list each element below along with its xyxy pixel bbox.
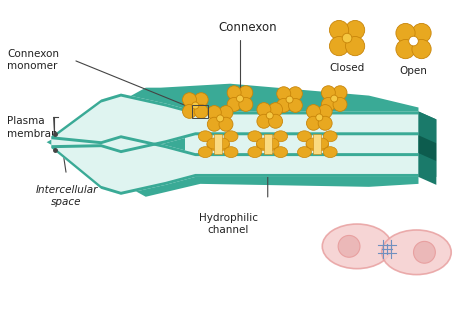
Ellipse shape — [323, 147, 337, 157]
Ellipse shape — [306, 139, 320, 150]
Ellipse shape — [298, 147, 311, 157]
Circle shape — [338, 236, 360, 257]
Circle shape — [346, 20, 365, 40]
Circle shape — [413, 242, 435, 263]
Polygon shape — [52, 93, 419, 153]
Ellipse shape — [315, 138, 328, 149]
Ellipse shape — [256, 139, 270, 150]
Circle shape — [316, 114, 323, 121]
Circle shape — [194, 105, 208, 118]
Circle shape — [307, 105, 320, 119]
Ellipse shape — [273, 147, 288, 157]
Bar — [214, 134, 222, 154]
Text: 2-4 nm space: 2-4 nm space — [317, 167, 401, 177]
Ellipse shape — [248, 147, 262, 157]
Text: Connexon: Connexon — [219, 21, 277, 99]
Ellipse shape — [323, 131, 337, 142]
Ellipse shape — [256, 138, 270, 149]
Text: Hydrophilic
channel: Hydrophilic channel — [199, 213, 257, 235]
Ellipse shape — [198, 147, 212, 157]
Circle shape — [288, 98, 302, 112]
Ellipse shape — [224, 147, 238, 157]
Ellipse shape — [298, 131, 311, 142]
Circle shape — [207, 117, 221, 131]
Ellipse shape — [322, 224, 392, 269]
Ellipse shape — [207, 138, 221, 149]
Polygon shape — [185, 133, 419, 155]
Bar — [313, 134, 321, 154]
Circle shape — [192, 102, 199, 109]
Circle shape — [333, 86, 347, 100]
Polygon shape — [419, 112, 437, 177]
Ellipse shape — [216, 138, 229, 149]
Polygon shape — [52, 135, 419, 195]
Ellipse shape — [273, 131, 288, 142]
Ellipse shape — [315, 139, 328, 150]
Circle shape — [318, 116, 332, 130]
Polygon shape — [52, 145, 419, 195]
Circle shape — [346, 37, 365, 56]
Ellipse shape — [216, 139, 229, 150]
Text: Intercellular
space: Intercellular space — [35, 185, 98, 207]
Polygon shape — [419, 135, 437, 161]
Circle shape — [318, 105, 332, 119]
Circle shape — [219, 117, 233, 131]
Circle shape — [286, 96, 293, 103]
Circle shape — [237, 95, 244, 102]
Circle shape — [288, 87, 302, 101]
Circle shape — [329, 37, 349, 56]
Bar — [264, 134, 272, 154]
Polygon shape — [419, 112, 437, 143]
Ellipse shape — [382, 230, 451, 275]
Circle shape — [257, 114, 271, 128]
Circle shape — [182, 105, 197, 118]
Polygon shape — [52, 132, 419, 153]
Circle shape — [411, 39, 416, 43]
Circle shape — [321, 86, 335, 100]
Text: Closed: Closed — [329, 63, 365, 73]
Circle shape — [227, 97, 241, 112]
Circle shape — [266, 112, 273, 119]
Ellipse shape — [265, 139, 279, 150]
Circle shape — [277, 87, 291, 101]
Circle shape — [412, 40, 431, 59]
Ellipse shape — [224, 131, 238, 142]
Circle shape — [329, 20, 349, 40]
Ellipse shape — [248, 131, 262, 142]
Ellipse shape — [306, 138, 320, 149]
Circle shape — [331, 95, 337, 102]
Circle shape — [269, 114, 283, 128]
Polygon shape — [46, 84, 419, 197]
Circle shape — [342, 33, 352, 43]
Text: Connexon
monomer: Connexon monomer — [7, 49, 59, 71]
Circle shape — [396, 40, 415, 59]
Ellipse shape — [198, 131, 212, 142]
Circle shape — [219, 106, 233, 120]
Circle shape — [207, 106, 221, 120]
Circle shape — [217, 115, 224, 122]
Circle shape — [321, 97, 335, 112]
Circle shape — [239, 97, 253, 112]
Circle shape — [227, 86, 241, 100]
Circle shape — [333, 97, 347, 112]
Ellipse shape — [207, 139, 221, 150]
Circle shape — [396, 23, 415, 43]
Ellipse shape — [265, 138, 279, 149]
Text: Plasma
membranes: Plasma membranes — [7, 116, 69, 139]
Circle shape — [409, 36, 419, 46]
Polygon shape — [52, 135, 419, 156]
Text: Open: Open — [400, 66, 428, 76]
Circle shape — [182, 93, 197, 107]
Circle shape — [239, 86, 253, 100]
Circle shape — [412, 23, 431, 43]
Circle shape — [307, 116, 320, 130]
Circle shape — [194, 93, 208, 107]
Polygon shape — [419, 153, 437, 185]
Polygon shape — [52, 93, 419, 139]
Circle shape — [277, 98, 291, 112]
Circle shape — [269, 103, 283, 117]
Circle shape — [257, 103, 271, 117]
